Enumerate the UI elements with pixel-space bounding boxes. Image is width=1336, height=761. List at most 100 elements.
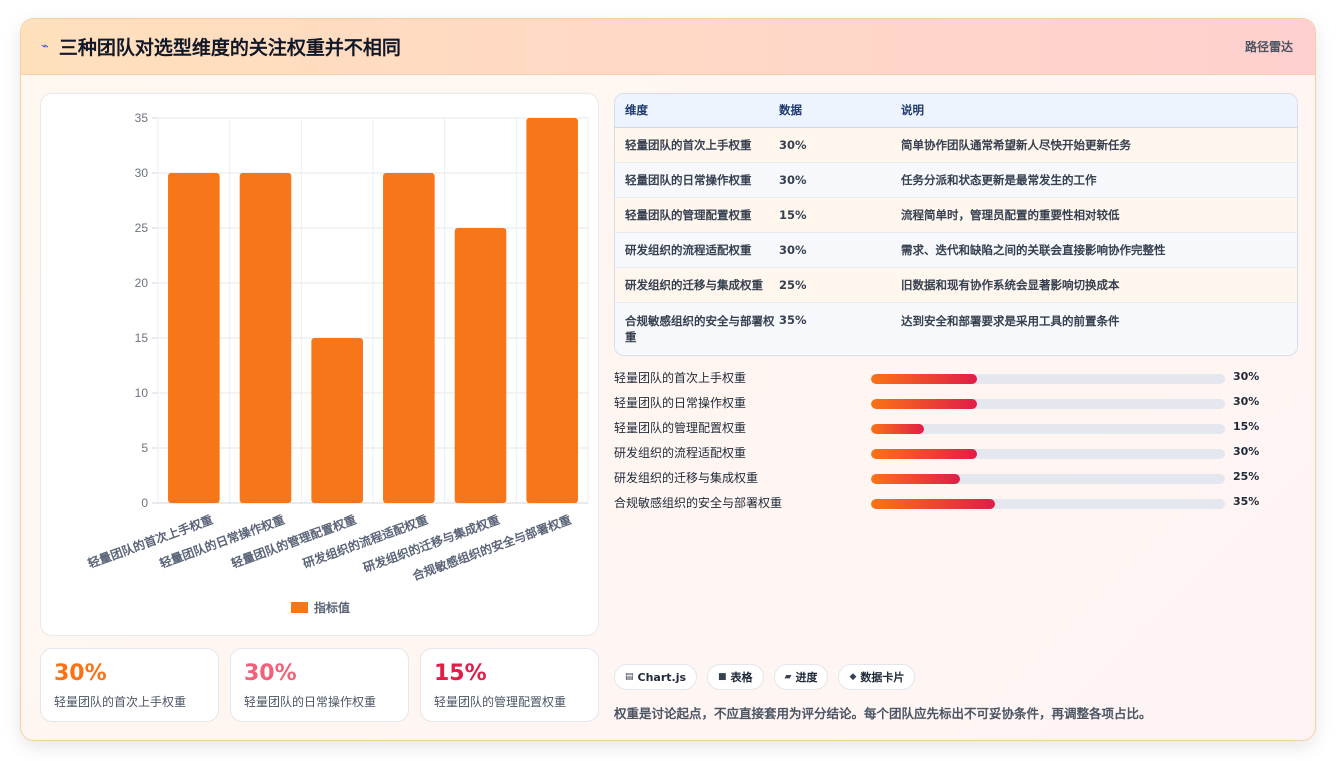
table-cell: 需求、迭代和缺陷之间的关联会直接影响协作完整性 bbox=[901, 232, 1297, 268]
table-cell: 合规敏感组织的安全与部署权重 bbox=[625, 313, 775, 344]
progress-value: 30% bbox=[1233, 445, 1260, 458]
data-table: 维度 数据 说明 轻量团队的首次上手权重 30% 简单协作团队通常希望新人尽快开… bbox=[614, 93, 1298, 356]
stat-card: 30% 轻量团队的首次上手权重 bbox=[40, 648, 219, 722]
bar bbox=[454, 228, 507, 503]
table-row: 轻量团队的日常操作权重 30% 任务分派和状态更新是最常发生的工作 bbox=[615, 162, 1297, 198]
progress-track bbox=[871, 449, 1225, 459]
progress-value: 25% bbox=[1233, 470, 1260, 483]
table-cell: 30% bbox=[779, 127, 901, 163]
x-tick-label: 轻量团队的管理配置权重 bbox=[229, 512, 358, 571]
stat-value: 15% bbox=[434, 661, 487, 686]
table-cell: 轻量团队的日常操作权重 bbox=[615, 162, 779, 198]
table-icon: ■ bbox=[718, 672, 727, 682]
table-row: 研发组织的迁移与集成权重 25% 旧数据和现有协作系统会显著影响切换成本 bbox=[615, 267, 1297, 303]
bar bbox=[311, 338, 363, 503]
progress-icon: ▰ bbox=[784, 672, 792, 682]
progress-fill bbox=[871, 424, 925, 434]
y-tick-label: 25 bbox=[135, 221, 149, 235]
footnote: 权重是讨论起点，不应直接套用为评分结论。每个团队应先标出不可妥协条件，再调整各项… bbox=[614, 706, 1152, 721]
y-tick-label: 5 bbox=[141, 441, 148, 455]
bar bbox=[526, 118, 578, 503]
y-tick-label: 30 bbox=[135, 166, 149, 180]
chip-label: 表格 bbox=[730, 671, 753, 684]
header: ⌁ 三种团队对选型维度的关注权重并不相同 路径雷达 bbox=[21, 19, 1315, 75]
progress-row: 轻量团队的管理配置权重 15% bbox=[614, 415, 1294, 440]
x-tick-label: 轻量团队的首次上手权重 bbox=[86, 512, 215, 571]
progress-fill bbox=[871, 374, 978, 384]
card-icon: ◆ bbox=[849, 672, 857, 682]
progress-label: 合规敏感组织的安全与部署权重 bbox=[614, 496, 783, 510]
chip-label: 进度 bbox=[795, 671, 818, 684]
progress-label: 研发组织的流程适配权重 bbox=[614, 446, 747, 460]
chip-chartjs[interactable]: ▤ Chart.js bbox=[614, 664, 698, 690]
stat-label: 轻量团队的日常操作权重 bbox=[244, 695, 377, 709]
progress-fill bbox=[871, 474, 960, 484]
bar-chart-svg: 0 5 10 15 20 25 30 35 轻量团队的首次上手权重轻量团队的日常操作权重轻量团队… bbox=[86, 111, 589, 615]
stat-value: 30% bbox=[54, 661, 107, 686]
legend-label: 指标值 bbox=[314, 600, 350, 615]
table-header: 说明 bbox=[901, 94, 1297, 128]
table-header-row: 维度 数据 说明 bbox=[615, 94, 1297, 128]
progress-label: 研发组织的迁移与集成权重 bbox=[614, 471, 759, 485]
table-cell: 简单协作团队通常希望新人尽快开始更新任务 bbox=[901, 127, 1297, 163]
table-cell: 研发组织的迁移与集成权重 bbox=[615, 267, 779, 303]
tag-list: ▤ Chart.js ■ 表格 ▰ 进度 ◆ 数据卡片 bbox=[614, 664, 916, 690]
progress-value: 35% bbox=[1233, 495, 1260, 508]
table-cell: 30% bbox=[779, 232, 901, 268]
progress-fill bbox=[871, 449, 978, 459]
y-tick-label: 10 bbox=[135, 386, 149, 400]
chip-table[interactable]: ■ 表格 bbox=[707, 664, 764, 690]
table-cell: 任务分派和状态更新是最常发生的工作 bbox=[901, 162, 1297, 198]
progress-row: 合规敏感组织的安全与部署权重 35% bbox=[614, 490, 1294, 515]
route-radar-link[interactable]: 路径雷达 bbox=[1244, 40, 1293, 54]
progress-value: 15% bbox=[1233, 420, 1260, 433]
progress-row: 研发组织的迁移与集成权重 25% bbox=[614, 465, 1294, 490]
table-cell: 轻量团队的管理配置权重 bbox=[615, 197, 779, 233]
progress-row: 研发组织的流程适配权重 30% bbox=[614, 440, 1294, 465]
progress-track bbox=[871, 474, 1225, 484]
bar-chart: 0 5 10 15 20 25 30 35 轻量团队的首次上手权重 轻量团队的日常操作权重 轻量团队… bbox=[40, 93, 599, 636]
chip-data-card[interactable]: ◆ 数据卡片 bbox=[838, 664, 916, 690]
progress-value: 30% bbox=[1233, 395, 1260, 408]
stat-value: 30% bbox=[244, 661, 297, 686]
progress-label: 轻量团队的日常操作权重 bbox=[614, 396, 747, 410]
progress-fill bbox=[871, 499, 995, 509]
table-cell: 流程简单时，管理员配置的重要性相对较低 bbox=[901, 197, 1297, 233]
progress-list: 轻量团队的首次上手权重 30% 轻量团队的日常操作权重 30% 轻量团队的管理配… bbox=[614, 365, 1294, 515]
y-tick-label: 35 bbox=[135, 111, 149, 125]
chip-progress[interactable]: ▰ 进度 bbox=[773, 664, 829, 690]
wave-icon: ⌁ bbox=[41, 39, 49, 54]
stat-card: 30% 轻量团队的日常操作权重 bbox=[230, 648, 409, 722]
progress-track bbox=[871, 374, 1225, 384]
stat-label: 轻量团队的管理配置权重 bbox=[434, 695, 567, 709]
table-cell: 35% bbox=[779, 312, 807, 327]
table-row: 合规敏感组织的安全与部署权重 35% 达到安全和部署要求是采用工具的前置条件 bbox=[615, 302, 1297, 354]
table-cell: 25% bbox=[779, 267, 901, 303]
progress-label: 轻量团队的管理配置权重 bbox=[614, 421, 747, 435]
progress-track bbox=[871, 424, 1225, 434]
table-cell: 旧数据和现有协作系统会显著影响切换成本 bbox=[901, 267, 1297, 303]
progress-label: 轻量团队的首次上手权重 bbox=[614, 371, 747, 385]
table-cell: 轻量团队的首次上手权重 bbox=[615, 127, 779, 163]
table-row: 轻量团队的首次上手权重 30% 简单协作团队通常希望新人尽快开始更新任务 bbox=[615, 127, 1297, 163]
progress-fill bbox=[871, 399, 978, 409]
stat-card: 15% 轻量团队的管理配置权重 bbox=[420, 648, 599, 722]
bar bbox=[383, 173, 435, 503]
table-header: 数据 bbox=[779, 94, 901, 128]
main-card: ⌁ 三种团队对选型维度的关注权重并不相同 路径雷达 0 5 10 15 20 25 30 35… bbox=[20, 18, 1316, 741]
progress-track bbox=[871, 399, 1225, 409]
progress-row: 轻量团队的首次上手权重 30% bbox=[614, 365, 1294, 390]
y-tick-label: 0 bbox=[141, 496, 148, 510]
table-cell: 研发组织的流程适配权重 bbox=[615, 232, 779, 268]
table-row: 研发组织的流程适配权重 30% 需求、迭代和缺陷之间的关联会直接影响协作完整性 bbox=[615, 232, 1297, 268]
bar bbox=[168, 173, 220, 503]
y-tick-label: 15 bbox=[135, 331, 149, 345]
y-tick-label: 20 bbox=[135, 276, 149, 290]
page-title: 三种团队对选型维度的关注权重并不相同 bbox=[58, 37, 401, 59]
progress-track bbox=[871, 499, 1225, 509]
chip-label: 数据卡片 bbox=[860, 671, 905, 684]
table-row: 轻量团队的管理配置权重 15% 流程简单时，管理员配置的重要性相对较低 bbox=[615, 197, 1297, 233]
table-header: 维度 bbox=[615, 94, 779, 128]
table-cell: 15% bbox=[779, 197, 901, 233]
legend-swatch bbox=[291, 602, 308, 613]
